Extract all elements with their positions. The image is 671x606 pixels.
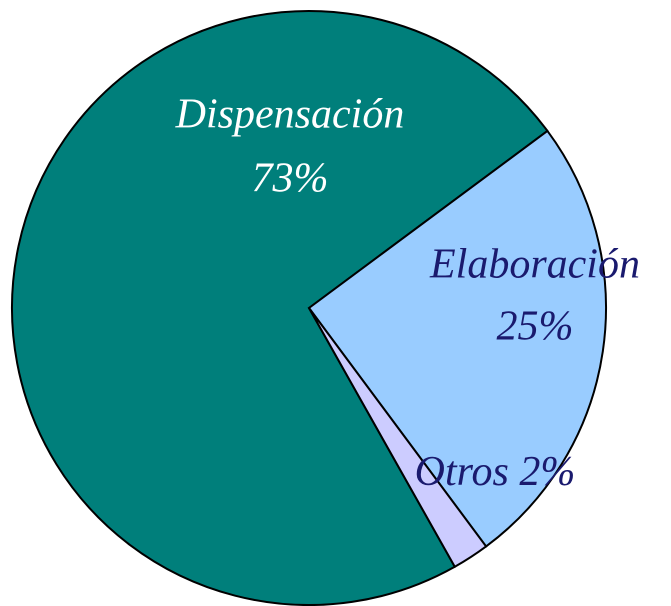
slice-label-group: Otros 2% <box>415 449 576 495</box>
slice-value-label: 25% <box>497 304 574 350</box>
pie-slice <box>11 10 549 606</box>
pie-slice <box>307 129 607 548</box>
slice-value-label: 2% <box>519 449 575 495</box>
slice-label: Otros <box>415 449 509 495</box>
slice-label: Elaboración <box>429 242 640 288</box>
slice-value-label: 73% <box>252 156 329 202</box>
slice-label: Dispensación <box>175 92 405 138</box>
slices <box>11 10 607 606</box>
pie-slice <box>308 307 488 569</box>
